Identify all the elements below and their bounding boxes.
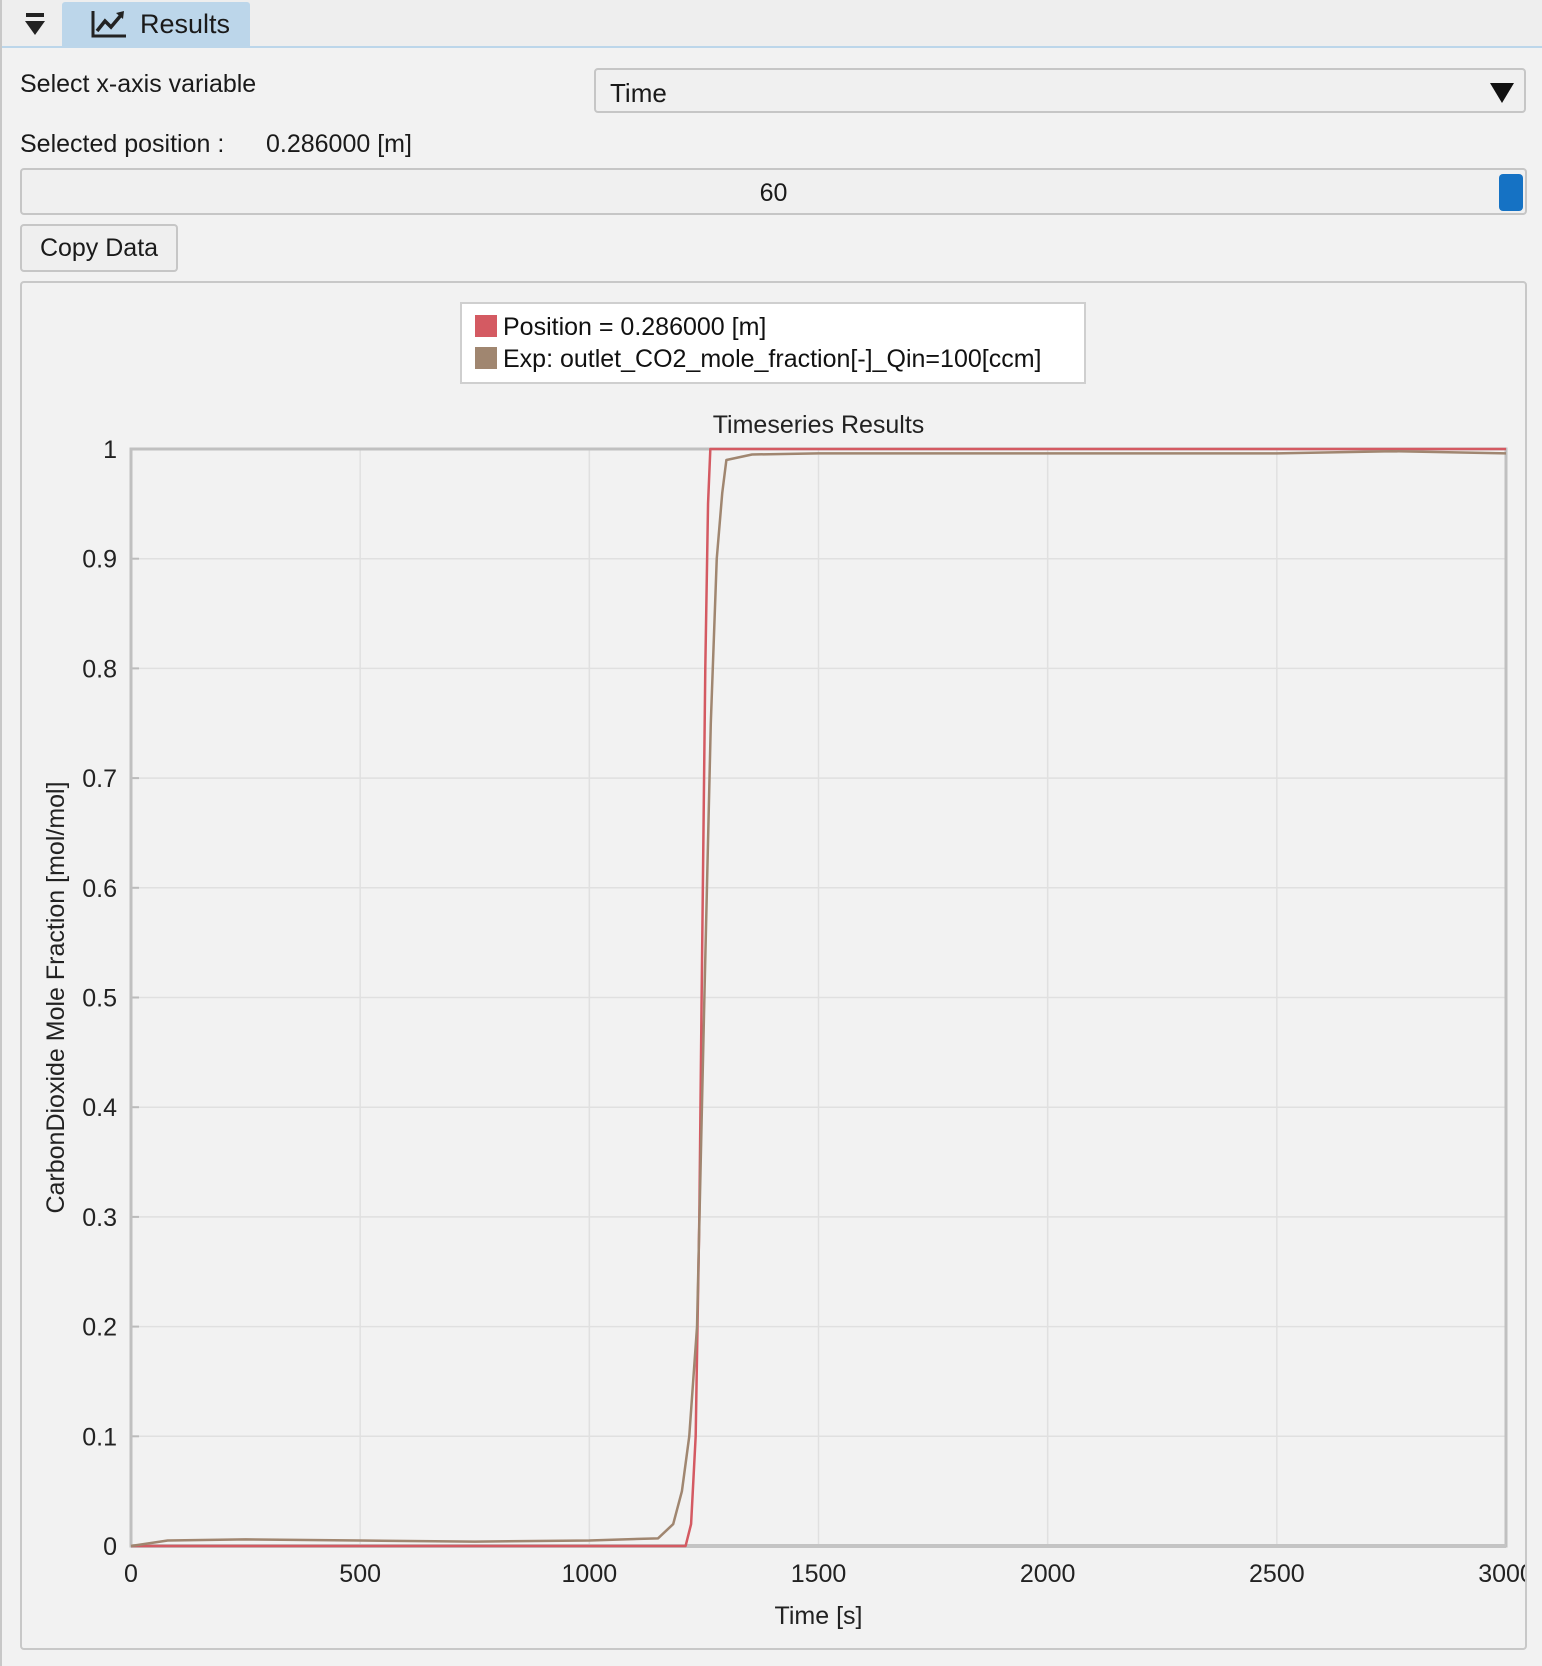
xaxis-variable-select[interactable]: Time xyxy=(594,68,1526,113)
y-tick-label: 1 xyxy=(103,436,117,464)
y-tick-label: 0.3 xyxy=(82,1204,117,1232)
y-tick-label: 0.5 xyxy=(82,985,117,1013)
y-tick-label: 0.8 xyxy=(82,655,117,683)
slider-value: 60 xyxy=(759,179,788,207)
select-value: Time xyxy=(610,78,667,108)
y-tick-label: 0.6 xyxy=(82,875,117,903)
collapse-arrow-icon[interactable] xyxy=(20,10,50,40)
copy-data-button[interactable]: Copy Data xyxy=(20,224,178,272)
x-tick-label: 0 xyxy=(124,1560,138,1588)
legend-swatch xyxy=(475,315,497,337)
x-axis-label: Time [s] xyxy=(775,1602,863,1630)
tab-bar: Results xyxy=(2,0,1542,48)
slider-handle[interactable] xyxy=(1499,174,1523,211)
dropdown-arrow-icon xyxy=(1490,83,1514,103)
x-tick-label: 1000 xyxy=(562,1560,618,1588)
y-tick-label: 0.1 xyxy=(82,1423,117,1451)
x-tick-label: 2000 xyxy=(1020,1560,1076,1588)
position-slider[interactable]: 60 xyxy=(20,168,1527,215)
y-tick-label: 0.2 xyxy=(82,1314,117,1342)
y-tick-label: 0 xyxy=(103,1533,117,1561)
selected-position-label: Selected position : xyxy=(20,130,225,158)
y-tick-label: 0.4 xyxy=(82,1094,117,1122)
y-tick-label: 0.9 xyxy=(82,546,117,574)
tab-label: Results xyxy=(140,8,231,39)
xaxis-variable-label: Select x-axis variable xyxy=(20,70,257,98)
tab-results[interactable]: Results xyxy=(62,2,250,46)
y-tick-label: 0.7 xyxy=(82,765,117,793)
x-tick-label: 2500 xyxy=(1249,1560,1305,1588)
y-axis-label: CarbonDioxide Mole Fraction [mol/mol] xyxy=(42,781,70,1213)
line-chart-icon xyxy=(91,11,126,38)
series-line-2 xyxy=(130,449,1507,1548)
series-line-1 xyxy=(131,447,1506,1548)
chart-title: Timeseries Results xyxy=(713,411,925,439)
legend-entry: Exp: outlet_CO2_mole_fraction[-]_Qin=100… xyxy=(503,345,1041,373)
legend-box xyxy=(460,302,1086,384)
x-tick-label: 500 xyxy=(339,1560,381,1588)
x-tick-label: 1500 xyxy=(791,1560,847,1588)
legend-swatch xyxy=(475,347,497,369)
selected-position-value: 0.286000 [m] xyxy=(266,130,412,158)
legend-entry: Position = 0.286000 [m] xyxy=(503,313,766,341)
